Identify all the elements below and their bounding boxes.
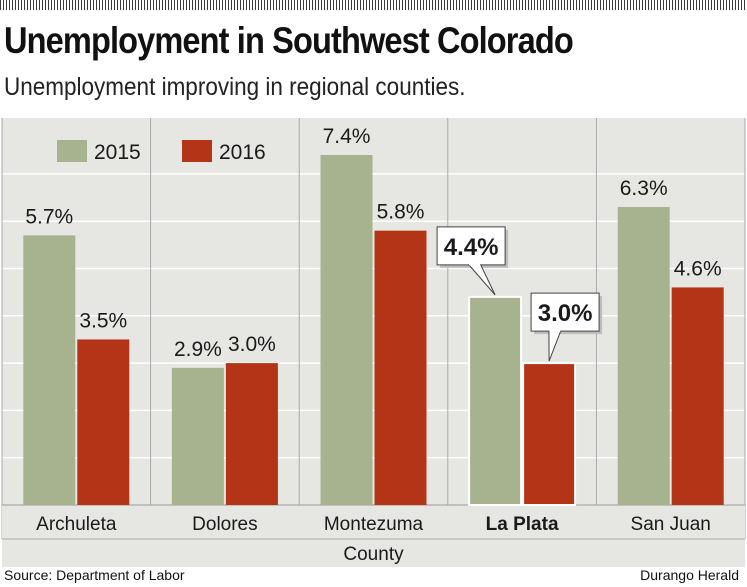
category-label: Archuleta [36,514,117,535]
bar-2016-archuleta [77,339,130,505]
legend-swatch-2016 [182,140,212,162]
value-label: 3.0% [538,300,593,327]
axis-background [2,505,745,567]
callout-pointer [548,330,562,362]
category-label: Dolores [192,514,257,535]
value-label: 6.3% [620,177,668,200]
category-label: Montezuma [324,514,424,535]
callout-pointer [468,264,496,296]
value-label: 4.6% [674,257,722,280]
callout-box [530,292,600,332]
bar-2015-archuleta [23,235,76,505]
callout-box [436,226,506,266]
bar-2015-dolores [171,367,224,505]
value-label: 3.5% [79,309,127,332]
legend-label-2016: 2016 [219,141,266,164]
bar-2016-montezuma [374,230,427,505]
value-label: 7.4% [323,125,371,148]
value-label: 4.4% [444,234,499,261]
category-label: San Juan [631,514,711,535]
source-note: Source: Department of Labor [4,567,185,583]
category-label: La Plata [486,514,559,535]
bar-2016-la-plata [522,362,577,506]
bar-2015-montezuma [320,154,373,506]
value-label: 3.0% [228,333,276,356]
chart-title: Unemployment in Southwest Colorado [4,20,574,61]
value-label: 5.8% [377,201,425,224]
x-axis-title: County [343,544,404,565]
top-rule [0,0,747,10]
bar-2015-san-juan [617,207,670,505]
bar-2015-la-plata [468,295,523,506]
bar-2016-dolores [225,363,278,505]
value-label: 5.7% [25,205,73,228]
legend-swatch-2015 [57,140,87,162]
bar-2016-san-juan [671,287,724,505]
publisher-credit: Durango Herald [640,567,739,583]
chart-subtitle: Unemployment improving in regional count… [4,73,466,101]
value-label: 2.9% [174,338,222,361]
legend-label-2015: 2015 [94,141,141,164]
